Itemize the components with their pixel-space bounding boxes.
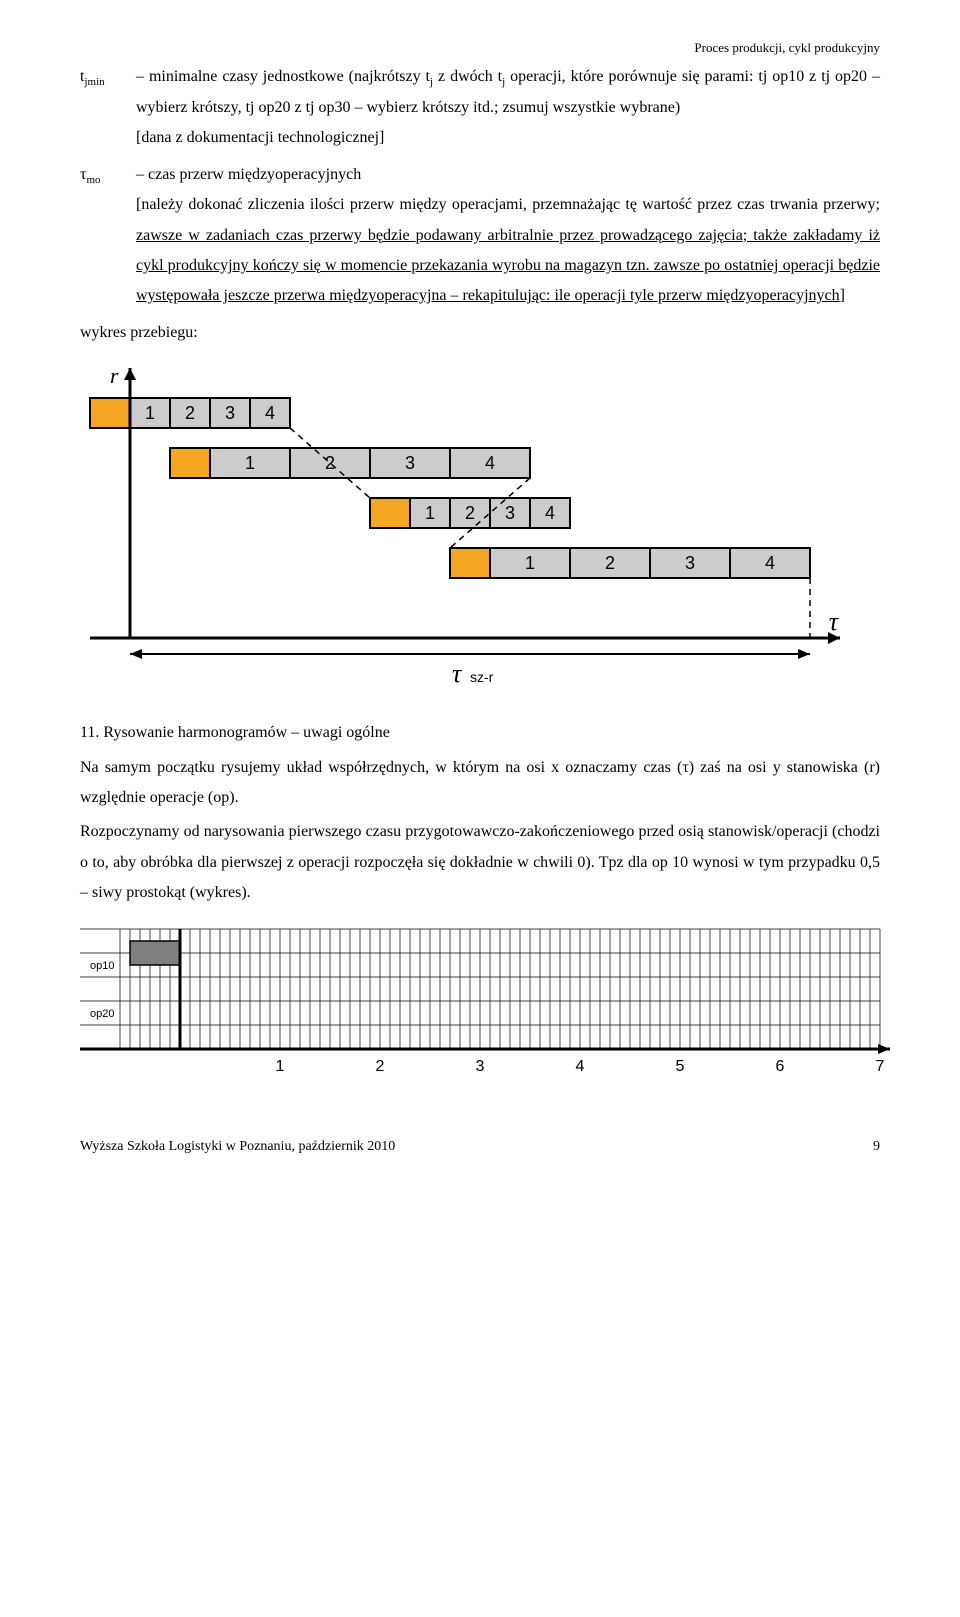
gantt-chart: r 1 2 3 4 1 2 3 4 1 2 3 4 1 2 3 4 τ sz-r τ — [80, 358, 880, 688]
svg-text:1: 1 — [525, 553, 535, 573]
paragraph: Rozpoczynamy od narysowania pierwszego c… — [80, 817, 880, 908]
svg-text:4: 4 — [545, 503, 555, 523]
svg-text:r: r — [110, 363, 119, 388]
definition-tjmin: tjmin – minimalne czasy jednostkowe (naj… — [80, 62, 880, 154]
svg-text:1: 1 — [276, 1058, 285, 1075]
svg-text:1: 1 — [425, 503, 435, 523]
definition-text: – czas przerw międzyoperacyjnych — [136, 166, 361, 183]
definition-symbol: τmo — [80, 160, 136, 191]
svg-text:2: 2 — [465, 503, 475, 523]
grid-chart: op10op201234567 — [80, 919, 880, 1099]
svg-text:τ: τ — [829, 607, 840, 636]
wykres-label: wykres przebiegu: — [80, 318, 880, 348]
paragraph: Na samym początku rysujemy układ współrz… — [80, 753, 880, 814]
svg-text:4: 4 — [576, 1058, 585, 1075]
footer-left: Wyższa Szkoła Logistyki w Poznaniu, paźd… — [80, 1139, 395, 1155]
page-header-right: Proces produkcji, cykl produkcyjny — [80, 40, 880, 56]
svg-text:5: 5 — [676, 1058, 685, 1075]
svg-text:4: 4 — [765, 553, 775, 573]
svg-text:1: 1 — [145, 403, 155, 423]
svg-text:2: 2 — [376, 1058, 385, 1075]
svg-text:2: 2 — [325, 453, 335, 473]
definition-body: – czas przerw międzyoperacyjnych [należy… — [136, 160, 880, 312]
svg-text:6: 6 — [776, 1058, 785, 1075]
svg-text:3: 3 — [405, 453, 415, 473]
svg-text:4: 4 — [485, 453, 495, 473]
svg-text:sz-r: sz-r — [470, 669, 494, 685]
section-heading: 11. Rysowanie harmonogramów – uwagi ogól… — [80, 718, 880, 748]
svg-text:3: 3 — [225, 403, 235, 423]
definition-text: [należy dokonać zliczenia ilości przerw … — [136, 196, 880, 304]
definition-symbol: tjmin — [80, 62, 136, 93]
svg-text:3: 3 — [505, 503, 515, 523]
svg-text:7: 7 — [876, 1058, 885, 1075]
footer-page-number: 9 — [873, 1139, 880, 1155]
svg-text:3: 3 — [685, 553, 695, 573]
definition-tmo: τmo – czas przerw międzyoperacyjnych [na… — [80, 160, 880, 312]
grid-svg: op10 op20 1 2 3 4 5 6 7 — [80, 919, 900, 1099]
definition-body: – minimalne czasy jednostkowe (najkrótsz… — [136, 62, 880, 154]
svg-text:4: 4 — [265, 403, 275, 423]
svg-text:op20: op20 — [90, 1008, 114, 1020]
gantt-svg: r 1 2 3 4 1 2 3 4 1 2 3 4 1 2 3 4 τ sz-r τ — [80, 358, 860, 688]
svg-text:3: 3 — [476, 1058, 485, 1075]
definition-text: [dana z dokumentacji technologicznej] — [136, 129, 384, 146]
svg-text:τ: τ — [452, 659, 463, 688]
svg-text:2: 2 — [605, 553, 615, 573]
svg-text:op10: op10 — [90, 960, 114, 972]
definition-text: – minimalne czasy jednostkowe (najkrótsz… — [136, 68, 880, 116]
svg-text:2: 2 — [185, 403, 195, 423]
page-footer: Wyższa Szkoła Logistyki w Poznaniu, paźd… — [80, 1139, 880, 1155]
svg-text:1: 1 — [245, 453, 255, 473]
